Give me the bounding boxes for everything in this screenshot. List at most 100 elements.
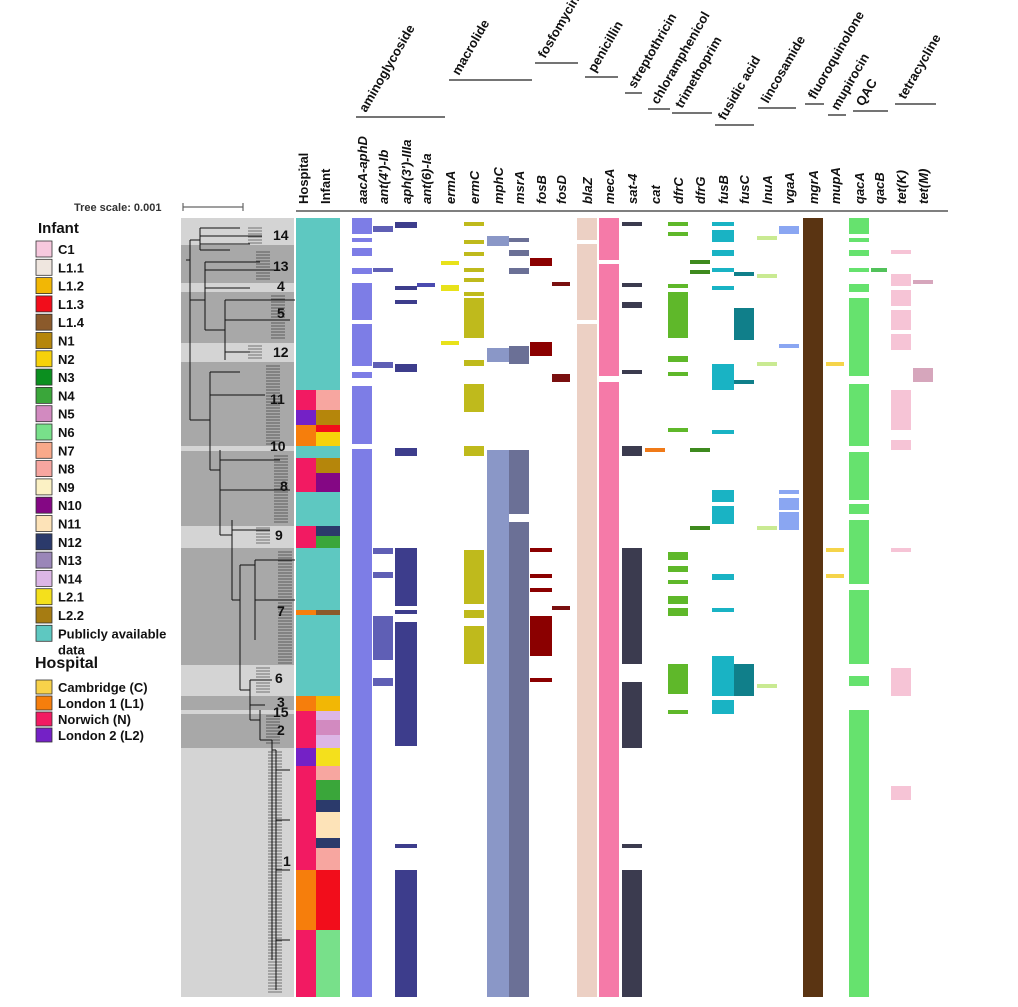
gene-presence-bar	[712, 286, 734, 290]
gene-column-dfrc	[668, 222, 688, 714]
infant-strip-segment	[316, 458, 340, 473]
gene-presence-bar	[891, 290, 911, 306]
legend-swatch	[35, 478, 53, 496]
gene-presence-bar	[530, 616, 552, 656]
gene-presence-bar	[352, 324, 372, 366]
gene-presence-bar	[464, 278, 484, 282]
gene-column-qaca	[849, 218, 869, 997]
tree-branch	[204, 261, 280, 331]
legend-swatch	[35, 240, 53, 258]
legend-swatch	[35, 460, 53, 478]
gene-presence-bar	[712, 364, 734, 390]
infant-strip-segment	[316, 410, 340, 425]
gene-presence-bar	[712, 506, 734, 524]
gene-label: mupA	[828, 167, 843, 204]
legend-swatch	[35, 258, 53, 276]
legend-infant-label: N8	[58, 462, 75, 477]
gene-column-tetm	[913, 280, 933, 382]
legend-swatch	[35, 727, 53, 743]
gene-presence-bar	[712, 268, 734, 272]
gene-presence-bar	[913, 368, 933, 382]
gene-column-meca	[599, 218, 619, 997]
gene-label: mecA	[602, 169, 617, 204]
gene-presence-bar	[352, 248, 372, 256]
gene-presence-bar	[352, 283, 372, 320]
tree-branch	[231, 520, 270, 690]
gene-column-aph3iiia	[395, 222, 417, 997]
gene-presence-bar	[464, 252, 484, 256]
gene-presence-bar	[668, 664, 688, 694]
gene-column-cat	[645, 448, 665, 452]
hospital-strip-segment	[296, 446, 316, 458]
gene-presence-bar	[779, 512, 799, 530]
gene-presence-bar	[891, 786, 911, 800]
gene-presence-bar	[668, 552, 688, 560]
gene-presence-bar	[712, 608, 734, 612]
legend-hospital-label: Cambridge (C)	[58, 680, 148, 695]
tree-branch	[199, 227, 262, 251]
antibiotic-class-headers: aminoglycoside macrolide fosfomycin penicil…	[356, 0, 944, 126]
gene-presence-bar	[757, 236, 777, 240]
gene-presence-bar	[352, 386, 372, 444]
gene-presence-bar	[779, 226, 799, 234]
gene-label: fusC	[737, 175, 752, 205]
gene-presence-bar	[712, 222, 734, 226]
clade-label: 3	[277, 694, 285, 710]
gene-presence-bar	[734, 272, 754, 276]
gene-presence-bar	[441, 261, 459, 265]
hospital-strip-segment	[296, 473, 316, 492]
gene-presence-bar	[668, 292, 688, 338]
clade-band	[181, 710, 294, 714]
legend-swatch	[35, 350, 53, 368]
gene-presence-bar	[690, 260, 710, 264]
gene-column-mupa	[826, 362, 844, 578]
legend-swatch	[35, 441, 53, 459]
legend-infant-label: N10	[58, 498, 82, 513]
legend-hospital-label: London 1 (L1)	[58, 696, 144, 711]
gene-presence-bar	[373, 362, 393, 368]
gene-presence-bar	[826, 548, 844, 552]
clade-label: 8	[280, 478, 288, 494]
clade-band	[181, 548, 294, 665]
antibiotic-class-label: lincosamide	[758, 33, 809, 106]
gene-column-lnua	[757, 236, 777, 688]
legend-swatch	[35, 624, 53, 642]
gene-presence-bar	[849, 520, 869, 584]
tree-branch	[189, 300, 265, 471]
gene-presence-bar	[849, 268, 869, 272]
clade-band	[181, 245, 294, 283]
gene-presence-bar	[464, 384, 484, 412]
gene-column-mphc	[487, 236, 509, 997]
legend-swatch	[35, 423, 53, 441]
gene-column-ant6ia	[417, 283, 435, 287]
gene-presence-bar	[734, 664, 754, 696]
legend-swatch	[35, 313, 53, 331]
tree-branch	[186, 239, 205, 301]
infant-strip-segment	[316, 870, 340, 930]
gene-column-fusb	[712, 222, 734, 714]
gene-presence-bar	[622, 870, 642, 997]
antibiotic-class-label: penicillin	[585, 18, 626, 74]
gene-presence-bar	[464, 610, 484, 618]
gene-presence-bar	[622, 283, 642, 287]
gene-presence-bar	[779, 498, 799, 510]
infant-strip-segment	[316, 548, 340, 610]
clade-label: 4	[277, 278, 285, 294]
gene-column-ant4ib	[373, 226, 393, 686]
clade-label: 5	[277, 305, 285, 321]
gene-presence-columns	[352, 218, 933, 997]
gene-presence-bar	[487, 236, 509, 246]
gene-presence-bar	[509, 268, 529, 274]
infant-strip-segment	[316, 615, 340, 696]
legend-infant-label: L2.2	[58, 608, 84, 623]
clade-label: 14	[273, 227, 289, 243]
legend-swatch	[35, 295, 53, 313]
gene-presence-bar	[509, 450, 529, 514]
gene-presence-bar	[891, 440, 911, 450]
gene-presence-bar	[622, 222, 642, 226]
infant-column-header: Infant	[318, 168, 333, 204]
gene-presence-bar	[757, 526, 777, 530]
clade-labels: 14 13 4 5 12 11 10 8 9 7 6 315 2 1	[270, 227, 291, 869]
legend-swatch	[35, 515, 53, 532]
